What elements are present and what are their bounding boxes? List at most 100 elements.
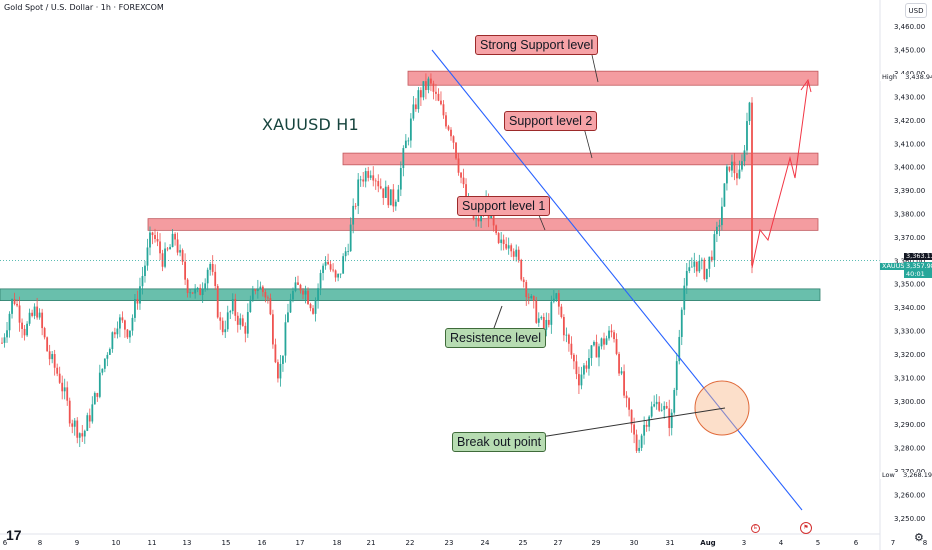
candle-body	[567, 334, 570, 344]
us-flag-event-icon[interactable]: ⚑	[800, 522, 812, 534]
price-tick-label: 3,330.00	[894, 328, 925, 336]
time-tick-label: Aug	[700, 539, 715, 547]
strong-support-callout[interactable]: Strong Support level	[475, 35, 599, 55]
candle-body	[251, 289, 254, 300]
candle-body	[703, 259, 706, 280]
breakout-callout[interactable]: Break out point	[452, 432, 547, 452]
candle-body	[156, 239, 159, 242]
high-label: High	[882, 73, 897, 81]
time-tick-label: 13	[183, 539, 192, 547]
candle-body	[8, 313, 11, 331]
candle-body	[547, 319, 550, 325]
candle-body	[289, 299, 292, 313]
candle-body	[317, 288, 319, 301]
candle-body	[229, 311, 232, 313]
candle-body	[394, 201, 397, 207]
candle-body	[18, 305, 21, 323]
support-level-2-callout[interactable]: Support level 2	[504, 111, 598, 131]
candle-body	[359, 179, 362, 181]
candle-body	[134, 298, 136, 318]
candlestick-series	[1, 73, 753, 453]
price-tick-label: 3,270.00	[894, 468, 925, 476]
candle-body	[31, 312, 34, 316]
candle-body	[573, 354, 575, 362]
current-price: 3,357.98	[906, 262, 932, 270]
time-tick-label: 6	[3, 539, 8, 547]
candle-body	[384, 186, 387, 198]
price-zone	[0, 288, 821, 301]
symbol-header[interactable]: Gold Spot / U.S. Dollar · 1h · FOREXCOM	[4, 3, 164, 12]
price-tick-label: 3,410.00	[894, 140, 925, 148]
earnings-event-icon[interactable]: E	[751, 524, 760, 533]
candle-body	[196, 287, 199, 289]
candle-body	[344, 251, 347, 257]
candle-body	[93, 393, 96, 405]
candle-body	[154, 235, 156, 240]
time-tick-label: 6	[854, 539, 859, 547]
candle-body	[43, 328, 46, 338]
candle-body	[414, 104, 417, 110]
candle-body	[76, 420, 79, 438]
candle-body	[723, 183, 726, 207]
candle-body	[608, 330, 610, 339]
candle-body	[319, 273, 322, 289]
candle-body	[698, 260, 701, 272]
candle-body	[249, 299, 252, 313]
time-tick-label: 11	[148, 539, 157, 547]
candle-body	[445, 115, 447, 127]
candle-body	[738, 169, 741, 179]
candle-body	[628, 398, 630, 410]
candle-body	[532, 296, 535, 301]
candle-body	[477, 218, 480, 222]
candle-body	[455, 142, 457, 159]
candle-body	[422, 81, 425, 98]
candle-body	[337, 273, 340, 278]
candle-body	[660, 409, 663, 411]
price-tick-label: 3,430.00	[894, 93, 925, 101]
candle-body	[23, 328, 26, 336]
candle-body	[38, 312, 41, 318]
candle-body	[299, 284, 302, 291]
time-tick-label: 27	[554, 539, 563, 547]
candle-body	[307, 290, 309, 305]
candle-body	[362, 179, 365, 182]
candle-body	[78, 433, 81, 438]
candle-body	[199, 287, 202, 295]
time-tick-label: 16	[258, 539, 267, 547]
support-level-1-callout[interactable]: Support level 1	[457, 196, 551, 216]
candle-body	[347, 251, 350, 252]
price-tick-label: 3,420.00	[894, 117, 925, 125]
price-tick-label: 3,290.00	[894, 421, 925, 429]
candle-body	[748, 102, 751, 122]
candle-body	[442, 104, 445, 116]
candle-body	[731, 161, 733, 171]
candle-body	[282, 355, 284, 364]
tradingview-logo-icon[interactable]: 17	[6, 527, 22, 543]
candle-body	[705, 268, 708, 280]
currency-button[interactable]: USD	[905, 3, 927, 18]
candle-body	[91, 404, 94, 422]
candle-body	[189, 292, 192, 294]
gear-icon[interactable]: ⚙	[914, 532, 924, 544]
candle-body	[397, 189, 400, 202]
resistance-callout[interactable]: Resistence level	[445, 328, 547, 348]
candle-body	[322, 265, 324, 274]
candle-body	[620, 371, 623, 374]
candle-body	[605, 338, 608, 345]
candle-body	[181, 250, 184, 262]
candle-body	[678, 336, 681, 362]
candle-body	[710, 256, 713, 261]
candle-body	[219, 317, 222, 321]
candle-body	[1, 342, 3, 344]
candle-body	[570, 343, 573, 355]
candle-body	[645, 424, 648, 427]
candle-body	[430, 78, 432, 84]
price-line-tag: 3,363.13	[904, 252, 932, 260]
candle-body	[440, 100, 442, 105]
candle-body	[507, 245, 510, 249]
candle-body	[124, 320, 126, 330]
high-tag: High 3,438.94	[880, 74, 932, 81]
price-zone	[342, 152, 819, 166]
candle-body	[720, 206, 723, 226]
